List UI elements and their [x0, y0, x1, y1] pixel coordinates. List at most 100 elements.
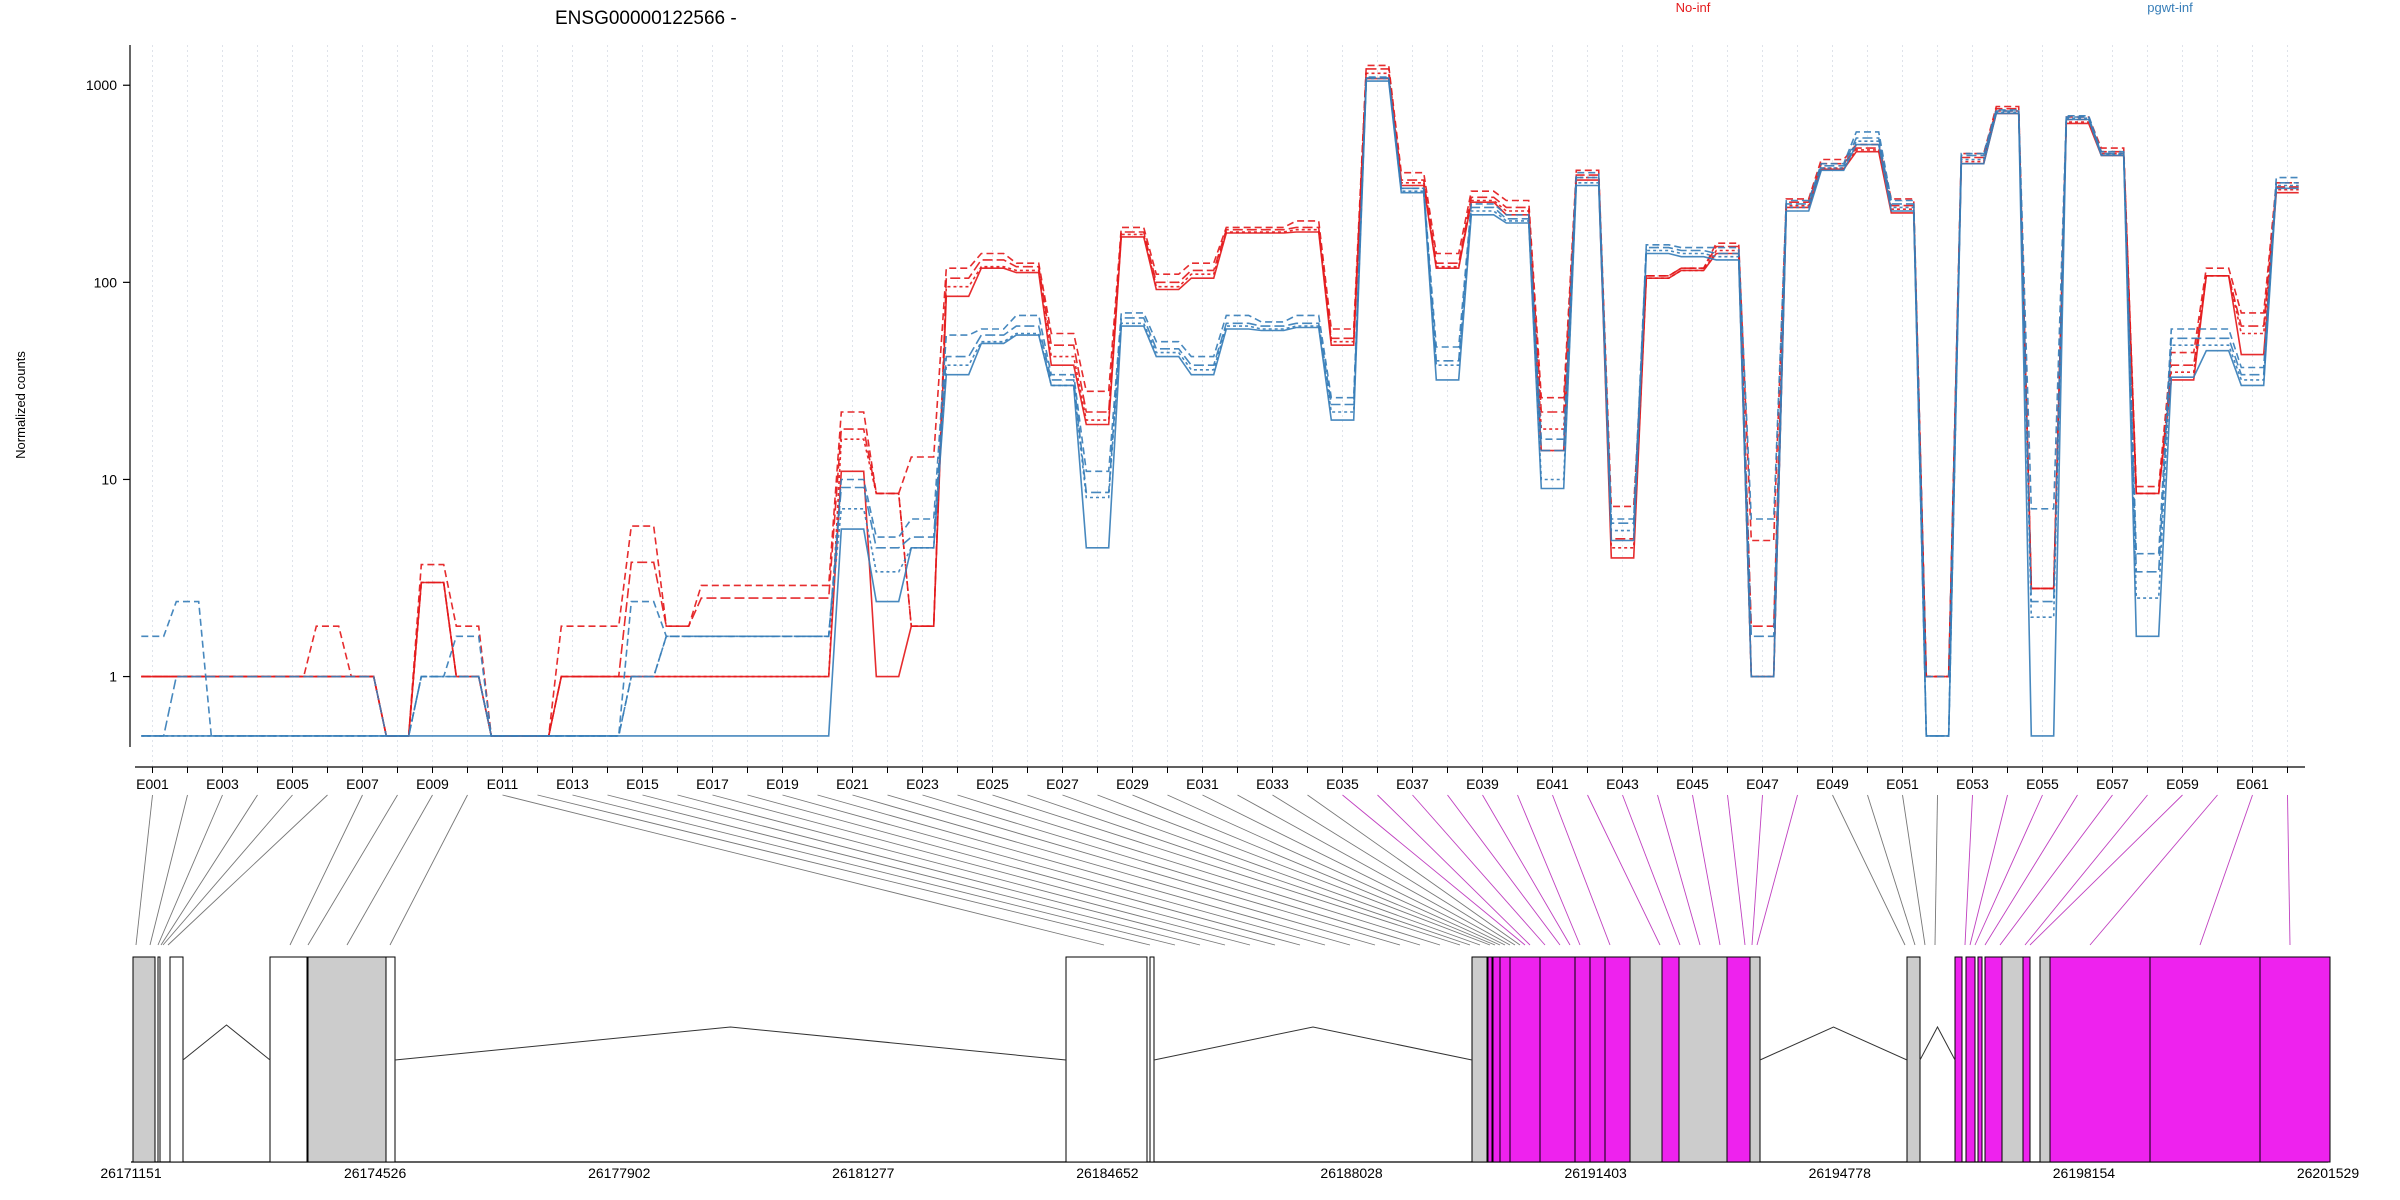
series-line: [141, 72, 2299, 737]
exon-connector: [1934, 794, 1938, 946]
x-tick-label: E009: [416, 776, 449, 792]
exon-connector: [747, 794, 1301, 946]
exon-connector: [2029, 794, 2183, 946]
exon-connector: [1132, 794, 1496, 946]
exon-connector: [992, 794, 1461, 946]
x-tick-label: E003: [206, 776, 239, 792]
exon-connector: [1097, 794, 1491, 946]
genomic-tick-label: 26188028: [1320, 1165, 1383, 1181]
exon-block: [1678, 956, 1728, 1163]
exon-connector: [2287, 794, 2291, 946]
exon-block: [1487, 956, 1493, 1163]
exon-connector: [2199, 794, 2253, 946]
grid-layer: [152, 45, 2288, 767]
x-tick-label: E057: [2096, 776, 2129, 792]
exon-block: [307, 956, 387, 1163]
exon-block: [385, 956, 396, 1163]
exon-connector: [642, 794, 1226, 946]
exon-connector: [1377, 794, 1531, 946]
exon-block: [1726, 956, 1751, 1163]
exon-block: [1977, 956, 1983, 1163]
genomic-tick-label: 26171151: [100, 1165, 161, 1181]
genomic-tick-label: 26191403: [1565, 1165, 1628, 1181]
exon-connector: [2089, 794, 2218, 946]
exon-connector: [346, 794, 433, 946]
x-tick-label: E011: [487, 776, 519, 792]
exon-connector: [1902, 794, 1926, 946]
x-tick-label: E043: [1606, 776, 1639, 792]
x-tick-label: E051: [1886, 776, 1919, 792]
exon-connector: [1272, 794, 1516, 946]
exon-block: [2039, 956, 2051, 1163]
series-line: [141, 77, 2299, 737]
exon-block: [1906, 956, 1921, 1163]
intron-line: [394, 1026, 1067, 1061]
genomic-tick-label: 26198154: [2053, 1165, 2116, 1181]
x-tick-label: E019: [766, 776, 799, 792]
x-tick-label: E017: [696, 776, 729, 792]
x-tick-label: E015: [626, 776, 659, 792]
exon-connector: [1202, 794, 1506, 946]
legend-no-inf: No-inf: [1676, 0, 1711, 15]
intron-line: [1919, 1025, 1956, 1061]
exon-connector: [1622, 794, 1681, 946]
exon-connector: [1969, 794, 2008, 946]
exon-connector: [2024, 794, 2148, 946]
exon-block: [1661, 956, 1680, 1163]
exon-connector: [162, 794, 293, 946]
x-tick-label: E055: [2026, 776, 2059, 792]
x-tick-label: E025: [976, 776, 1009, 792]
gene-model: 26171151 26174526 26177902 26181277 26184652…: [100, 794, 2359, 1181]
series-line: [141, 80, 2299, 737]
exon-block: [157, 956, 161, 1163]
genomic-tick-label: 26177902: [588, 1165, 651, 1181]
x-tick-label: E039: [1466, 776, 1499, 792]
exon-connector: [160, 794, 258, 946]
exon-connector: [957, 794, 1441, 946]
exon-connector: [307, 794, 398, 946]
exon-block: [1492, 956, 1501, 1163]
exon-connector: [677, 794, 1251, 946]
x-tick-label: E029: [1116, 776, 1149, 792]
x-tick-label: E021: [836, 776, 869, 792]
exon-connector: [1974, 794, 2043, 946]
exon-block: [1065, 956, 1148, 1163]
exon-block: [1965, 956, 1976, 1163]
x-tick-label: E037: [1396, 776, 1429, 792]
exon-connector: [572, 794, 1176, 946]
exon-connector: [1482, 794, 1571, 946]
series-line: [141, 64, 2299, 737]
y-tick-label: 100: [94, 274, 118, 290]
exon-connector: [157, 794, 223, 946]
genomic-tick-label: 26194778: [1809, 1165, 1872, 1181]
x-tick-label: E013: [556, 776, 589, 792]
x-tick-label: E027: [1046, 776, 1079, 792]
x-tick-label: E005: [276, 776, 309, 792]
exon-block: [2022, 956, 2031, 1163]
exon-connector: [1062, 794, 1481, 946]
exon-connector: [887, 794, 1401, 946]
x-tick-label: E007: [346, 776, 379, 792]
x-tick-label: E049: [1816, 776, 1849, 792]
exon-connector: [149, 794, 188, 946]
exon-connector: [1692, 794, 1721, 946]
exon-connector: [1552, 794, 1611, 946]
exon-block: [169, 956, 184, 1163]
x-tick-label: E023: [906, 776, 939, 792]
exon-connector: [1342, 794, 1526, 946]
exon-connector: [712, 794, 1276, 946]
y-tick-label: 10: [101, 471, 117, 487]
genomic-tick-label: 26181277: [832, 1165, 895, 1181]
x-tick-label: E001: [136, 776, 169, 792]
exon-connector: [537, 794, 1151, 946]
genomic-tick-label: 26184652: [1076, 1165, 1139, 1181]
exon-block: [269, 956, 308, 1163]
exon-connector: [817, 794, 1351, 946]
exon-block: [1471, 956, 1488, 1163]
exon-connector: [1587, 794, 1661, 946]
exon-connector: [852, 794, 1376, 946]
exon-block: [132, 956, 156, 1163]
exon-connector: [1999, 794, 2113, 946]
x-tick-label: E045: [1676, 776, 1709, 792]
